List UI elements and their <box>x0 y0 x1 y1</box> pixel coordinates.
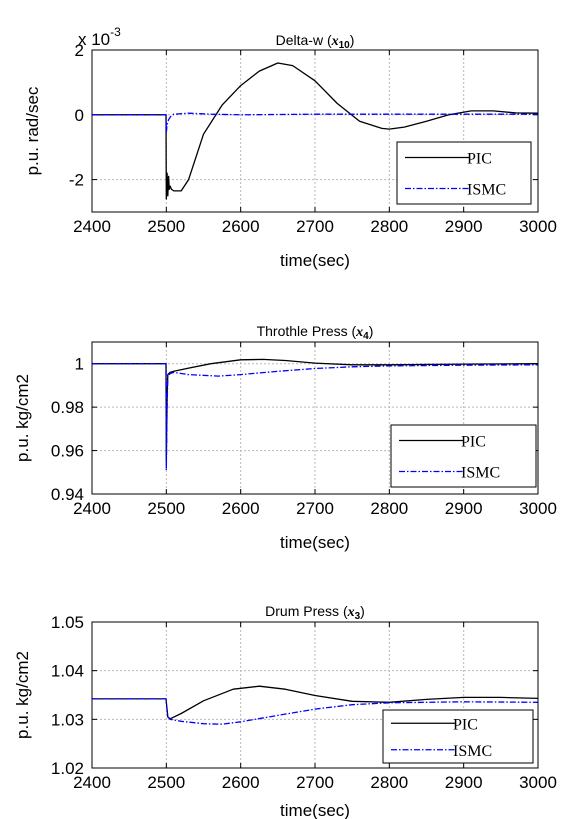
chart-title-close: ) <box>369 323 374 339</box>
series-line-ismc <box>92 698 538 725</box>
y-tick-label: 0.94 <box>51 485 84 504</box>
x-tick-label: 2500 <box>147 773 185 792</box>
y-tick-label: 1.03 <box>51 710 84 729</box>
x-tick-label: 2600 <box>222 499 260 518</box>
x-tick-label: 2400 <box>73 217 111 236</box>
legend: PIC ISMC <box>390 424 537 488</box>
plot-frame <box>91 621 539 769</box>
y-axis-label: p.u. kg/cm2 <box>13 374 32 462</box>
x-tick-label: 2900 <box>445 499 483 518</box>
chart-title-text: Throthle Press ( <box>257 323 357 339</box>
legend-box <box>390 424 537 488</box>
x-tick-label: 2800 <box>370 499 408 518</box>
legend-label-ismc: ISMC <box>467 182 506 199</box>
y-axis-label: p.u. kg/cm2 <box>13 651 32 739</box>
x-tick-label: 2400 <box>73 773 111 792</box>
x-tick-label: 2700 <box>296 773 334 792</box>
x-tick-label: 2400 <box>73 499 111 518</box>
chart-title-variable: x <box>355 325 363 340</box>
y-tick-label: -2 <box>69 171 84 190</box>
x-tick-label: 2600 <box>222 773 260 792</box>
x-axis-label: time(sec) <box>280 251 350 270</box>
y-tick-label: 1.05 <box>51 613 84 632</box>
legend-box <box>382 709 534 764</box>
y-tick-label: 1.04 <box>51 662 84 681</box>
chart-title-subscript: 4 <box>363 331 369 342</box>
series-line-pic <box>92 62 538 200</box>
chart-title-text: Drum Press ( <box>265 603 348 619</box>
legend: PIC ISMC <box>396 141 532 205</box>
chart-panel-b: Throthle Press (x4) 2400 2500 2600 2700 2800 2… <box>13 323 557 552</box>
x-tick-label: 2700 <box>296 499 334 518</box>
x-tick-label: 2500 <box>147 499 185 518</box>
legend-box <box>396 141 532 205</box>
chart-title-subscript: 10 <box>339 40 351 51</box>
axis-multiplier-base: x 10 <box>78 30 110 49</box>
x-tick-label: 2900 <box>445 773 483 792</box>
x-tick-label: 2600 <box>222 217 260 236</box>
chart-title-variable: x <box>331 34 339 49</box>
axis-multiplier-exponent: -3 <box>110 25 121 39</box>
chart-title: Drum Press (x3) <box>265 603 365 622</box>
x-tick-label: 2500 <box>147 217 185 236</box>
legend-label-pic: PIC <box>453 716 478 733</box>
plot-frame <box>91 341 539 495</box>
x-tick-label: 2800 <box>370 217 408 236</box>
x-tick-label: 2900 <box>445 217 483 236</box>
series-line-ismc <box>92 363 538 471</box>
y-tick-label: 0.98 <box>51 398 84 417</box>
y-tick-label: 0 <box>75 106 84 125</box>
legend: PIC ISMC <box>382 709 534 764</box>
x-tick-label: 2700 <box>296 217 334 236</box>
x-tick-label: 3000 <box>519 217 557 236</box>
plot-frame <box>91 49 539 213</box>
chart-title-subscript: 3 <box>355 611 361 622</box>
x-axis-label: time(sec) <box>280 801 350 819</box>
y-tick-label: 2 <box>75 41 84 60</box>
axis-multiplier: x 10-3 <box>78 25 121 49</box>
chart-title: Delta-w (x10) <box>276 32 355 51</box>
chart-title-variable: x <box>347 605 355 620</box>
legend-label-pic: PIC <box>461 434 486 451</box>
y-tick-label: 1 <box>75 355 84 374</box>
chart-title-close: ) <box>360 603 365 619</box>
legend-label-pic: PIC <box>467 151 492 168</box>
y-tick-label: 1.02 <box>51 759 84 778</box>
x-axis-label: time(sec) <box>280 533 350 552</box>
series-line-ismc <box>92 112 538 134</box>
y-axis-label: p.u. rad/sec <box>23 86 42 175</box>
chart-panel-c: Drum Press (x3) 2400 2500 2600 2700 2800 2900 3… <box>13 603 557 819</box>
y-tick-label: 0.96 <box>51 442 84 461</box>
legend-label-ismc: ISMC <box>461 465 500 482</box>
chart-title: Throthle Press (x4) <box>257 323 374 342</box>
x-tick-label: 3000 <box>519 773 557 792</box>
x-tick-label: 3000 <box>519 499 557 518</box>
x-tick-label: 2800 <box>370 773 408 792</box>
chart-title-close: ) <box>350 32 355 48</box>
legend-label-ismc: ISMC <box>453 743 492 760</box>
chart-title-text: Delta-w ( <box>276 32 332 48</box>
